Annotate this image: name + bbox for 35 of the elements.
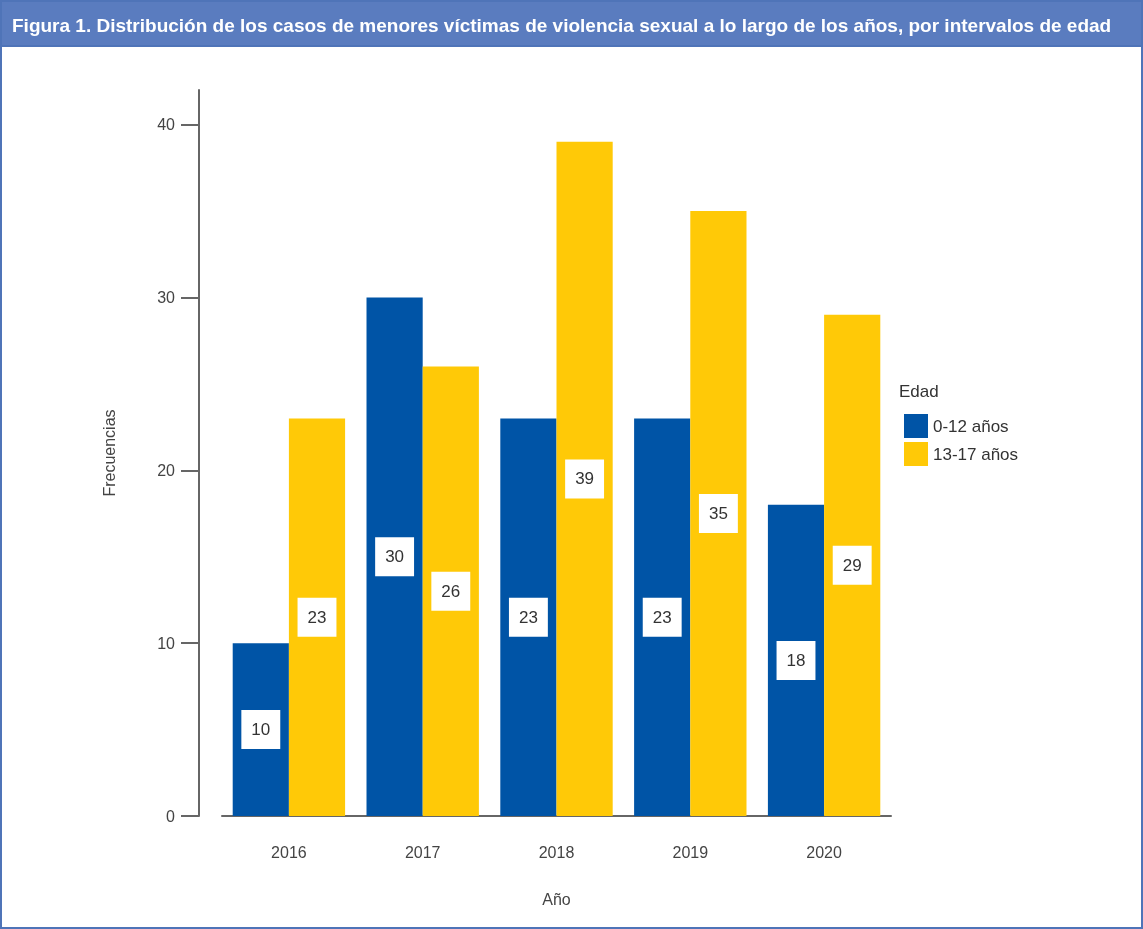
bar [500, 418, 557, 816]
data-label: 23 [652, 607, 672, 627]
data-label: 39 [575, 469, 595, 489]
y-tick-label: 40 [157, 116, 176, 134]
bar [824, 314, 881, 816]
data-label: 23 [518, 607, 538, 627]
x-tick-label: 2017 [404, 843, 441, 861]
bar [556, 141, 613, 816]
bar [288, 418, 346, 816]
x-tick-label: 2020 [806, 843, 842, 861]
bar [366, 297, 423, 816]
data-label: 26 [441, 581, 461, 601]
y-tick-label: 0 [166, 807, 176, 825]
x-tick-label: 2016 [271, 843, 307, 861]
bar [690, 211, 747, 816]
data-label: 30 [385, 547, 405, 567]
y-tick-label: 10 [157, 634, 176, 652]
data-label: 18 [786, 650, 806, 670]
data-label: 35 [708, 504, 728, 523]
bar [634, 418, 691, 816]
y-tick-label: 20 [157, 461, 176, 479]
data-label: 10 [251, 720, 271, 740]
x-tick-label: 2019 [672, 843, 709, 861]
legend-label: 0-12 años [933, 416, 1009, 436]
y-tick-label: 30 [157, 288, 176, 306]
data-label: 23 [307, 607, 327, 627]
x-tick-label: 2018 [538, 843, 575, 861]
bar [767, 504, 825, 816]
legend-label: 13-17 años [933, 444, 1019, 464]
y-axis-title: Frecuencias [100, 409, 118, 497]
data-label: 29 [842, 555, 862, 575]
x-axis-title: Año [542, 890, 571, 908]
legend-title: Edad [899, 382, 939, 401]
chart-title: Figura 1. Distribución de los casos de menores víctimas de violencia sexual a lo largo de los años, por intervalos de edad [2, 2, 1141, 47]
bar [422, 366, 479, 816]
